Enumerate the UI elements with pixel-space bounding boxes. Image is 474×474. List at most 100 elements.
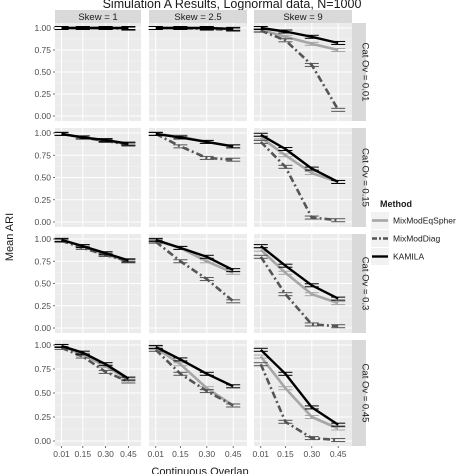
y-tick-label: 0.00 [34,111,51,121]
data-point [331,179,346,184]
data-point [173,144,188,149]
data-point [304,215,319,220]
data-point [148,344,163,349]
series-line-kamila [260,133,339,183]
x-tick-label: 0.45 [120,449,137,459]
row-strip-label: Cat Ov = 0.01 [360,43,371,102]
data-point [54,343,69,348]
x-tick-label: 0.15 [172,449,189,459]
series-line-mixmoddiag [259,256,339,328]
data-point [331,40,346,45]
x-axis-title: Continuous Overlap [151,466,248,474]
data-point [304,62,319,67]
series-line-mixmoddiag [154,240,235,303]
series-line-mixmoddiag [259,140,339,222]
legend-item-kamila: KAMILA [371,248,425,265]
data-point [148,237,163,242]
data-point [173,259,188,264]
x-tick-label: 0.30 [97,449,114,459]
facet-panel [54,128,141,227]
data-point [304,41,319,46]
data-point [278,386,293,391]
data-point [148,131,163,136]
data-point [226,268,241,273]
data-point [199,371,214,376]
row-strip [352,23,366,121]
series-line-kamila [61,344,130,380]
y-tick-label: 0.75 [34,364,51,374]
y-tick-label: 0.00 [34,217,51,227]
data-point [331,438,346,443]
data-point [148,26,163,30]
series-line-kamila [61,132,129,145]
col-strip-label: Skew = 9 [283,12,322,23]
series-line-mixmoddiag [259,363,339,442]
series-line-kamila [260,26,339,45]
y-axis-title: Mean ARI [4,213,16,261]
y-tick-label: 0.75 [34,256,51,266]
data-point [173,357,188,362]
x-tick-label: 0.01 [252,449,269,459]
data-point [121,26,136,30]
data-point [121,141,136,146]
data-point [304,34,319,39]
col-strip [254,10,352,23]
col-strip-label: Skew = 1 [78,12,117,23]
data-point [54,237,69,242]
data-point [253,254,268,259]
data-point [226,299,241,304]
legend-item-mixmoddiag: MixModDiag [371,230,441,247]
y-tick-label: 0.50 [34,388,51,398]
data-point [278,419,293,424]
x-tick-label: 0.15 [277,449,294,459]
data-point [98,362,113,367]
data-point [331,422,346,427]
series-line-mixmodeqspher [259,248,339,305]
data-point [75,135,90,140]
series-line-mixmoddiag [154,348,234,407]
x-tick-label: 0.30 [304,449,321,459]
data-point [199,277,214,282]
data-point [253,26,268,30]
data-point [253,347,268,352]
facet-panel [54,234,141,333]
row-strip-label: Cat Ov = 0.45 [360,364,371,423]
data-point [278,147,293,152]
row-strip [352,234,366,333]
data-point [98,138,113,143]
data-point [304,283,319,288]
data-point [199,26,214,30]
data-point [278,263,293,268]
data-point [331,301,346,306]
x-tick-label: 0.45 [225,449,242,459]
data-point [253,244,268,249]
data-point [331,296,346,301]
data-point [199,254,214,259]
row-strip-label: Cat Ov = 0.15 [360,148,371,207]
facet-panel [253,234,352,333]
series-line-kamila [61,238,129,262]
y-tick-label: 1.00 [34,128,51,138]
data-point [199,389,214,394]
series-line-kamila [260,245,339,300]
facet-panel [148,340,247,446]
legend-label: KAMILA [393,252,425,262]
series-line-mixmodeqspher [259,355,339,430]
data-point [75,350,90,355]
data-point [331,426,346,431]
row-strip-label: Cat Ov = 0.3 [360,257,371,311]
y-tick-label: 0.75 [34,45,51,55]
data-point [278,29,293,34]
y-tick-label: 0.25 [34,89,51,99]
col-strip-label: Skew = 2.5 [174,12,221,23]
data-point [226,384,241,389]
series-line-mixmoddiag [61,346,129,383]
data-point [331,107,346,112]
facet-panel [253,340,352,446]
data-point [304,405,319,410]
data-point [278,292,293,297]
facet-panel [253,23,352,121]
x-tick-label: 0.01 [147,449,164,459]
data-point [304,436,319,441]
